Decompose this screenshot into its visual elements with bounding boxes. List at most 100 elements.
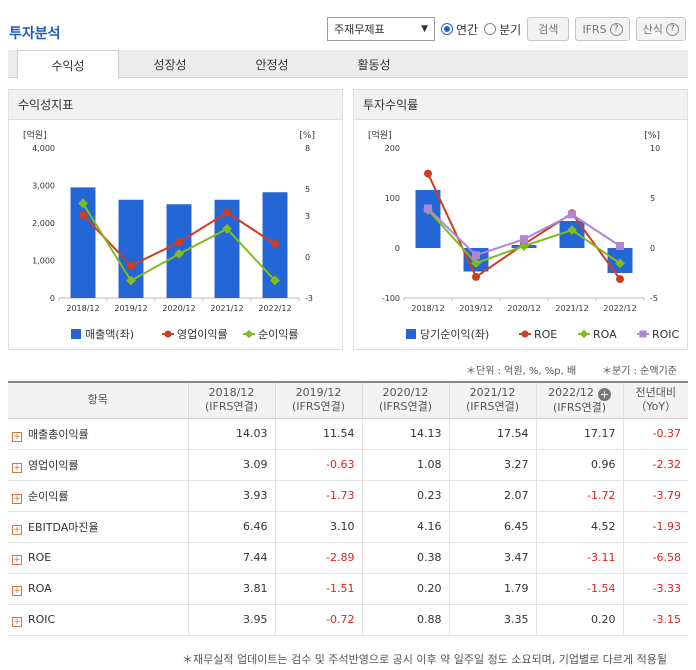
legend-label: 영업이익률 — [177, 328, 228, 341]
series-point — [222, 223, 232, 234]
yoy-cell: -2.32 — [622, 449, 688, 481]
row-label[interactable]: + 순이익률 — [8, 480, 188, 512]
table-row: + 영업이익률 3.09 -0.63 1.08 3.27 0.96 -2.32 — [8, 449, 688, 481]
profitability-table: 항목 2018/12 (IFRS연결) 2019/12 (IFRS연결) 2020/… — [8, 381, 688, 636]
expand-icon[interactable]: + — [12, 616, 22, 627]
legend-label: ROA — [593, 328, 617, 341]
table-cell: 3.81 — [187, 573, 275, 605]
yoy-cell: -3.79 — [622, 480, 688, 512]
table-cell: 0.96 — [535, 449, 623, 481]
panel-title: 투자수익률 — [354, 90, 687, 120]
legend-marker — [244, 329, 254, 339]
y-right-tick: -3 — [305, 294, 313, 303]
expand-icon[interactable]: + — [12, 585, 22, 596]
table-row: + ROIC 3.95 -0.72 0.88 3.35 0.20 -3.15 — [8, 604, 688, 636]
x-tick-label: 2021/12 — [210, 304, 243, 313]
row-label[interactable]: + 영업이익률 — [8, 449, 188, 481]
ifrs-button[interactable]: IFRS ? — [575, 17, 630, 41]
series-point — [472, 272, 480, 281]
statement-select-value: 주재무제표 — [334, 23, 385, 36]
statement-select[interactable]: 주재무제표 ▼ — [327, 17, 435, 41]
header-period: 2022/12 + (IFRS연결) — [535, 381, 623, 419]
x-tick-label: 2021/12 — [555, 304, 588, 313]
chart-legend: 당기순이익(좌) ROE ROA ROIC — [406, 328, 680, 341]
legend-label: ROE — [534, 328, 557, 341]
row-label[interactable]: + ROIC — [8, 604, 188, 636]
series-point — [270, 275, 280, 286]
radio-quarter-label: 분기 — [499, 22, 522, 37]
expand-icon[interactable]: + — [12, 462, 22, 473]
table-cell: -0.63 — [274, 449, 362, 481]
yoy-cell: -6.58 — [622, 542, 688, 574]
series-point — [271, 240, 279, 248]
table-cell: 1.79 — [448, 573, 536, 605]
y-left-tick: 1,000 — [32, 257, 55, 266]
profitability-chart: [억원] [%] 0 1,000 2,000 3,000 4,000 -3 0 3 5 8 2018/1… — [23, 129, 315, 341]
table-cell: 3.35 — [448, 604, 536, 636]
table-cell: 11.54 — [274, 418, 362, 450]
table-cell: -1.73 — [274, 480, 362, 512]
radio-off-icon — [484, 23, 497, 35]
formula-button[interactable]: 산식 ? — [635, 17, 686, 41]
table-cell: -1.54 — [535, 573, 623, 605]
row-label[interactable]: + ROE — [8, 542, 188, 574]
y-right-tick: -5 — [650, 294, 658, 303]
tab-growth[interactable]: 성장성 — [153, 57, 187, 72]
table-cell: 3.09 — [187, 449, 275, 481]
legend-label: 순이익률 — [258, 328, 298, 341]
ifrs-label: IFRS — [582, 22, 607, 36]
expand-icon[interactable]: + — [12, 493, 22, 504]
expand-icon[interactable]: + — [12, 554, 22, 565]
y-left-tick: 200 — [385, 144, 400, 153]
y-right-tick: 0 — [305, 253, 310, 262]
yoy-cell: -0.37 — [622, 418, 688, 450]
x-tick-label: 2019/12 — [459, 304, 492, 313]
unit-right-label: [%] — [299, 131, 315, 141]
search-button[interactable]: 검색 — [527, 17, 570, 41]
x-tick-label: 2018/12 — [66, 304, 99, 313]
y-right-tick: 8 — [305, 144, 310, 153]
table-cell: 3.95 — [187, 604, 275, 636]
tab-profitability[interactable]: 수익성 — [17, 50, 119, 79]
return-chart: [억원] [%] -100 0 100 200 -5 0 5 10 2018/12 2019/12 20… — [368, 129, 680, 341]
series-point — [424, 204, 432, 213]
table-cell: 1.08 — [361, 449, 449, 481]
series-point — [616, 242, 624, 250]
table-cell: -3.11 — [535, 542, 623, 574]
header-period: 2019/12 (IFRS연결) — [274, 381, 362, 419]
plus-circle-icon[interactable]: + — [597, 387, 611, 401]
table-cell: 7.44 — [187, 542, 275, 574]
row-label[interactable]: + ROA — [8, 573, 188, 605]
expand-icon[interactable]: + — [12, 524, 22, 535]
legend-marker — [639, 330, 647, 338]
tab-stability[interactable]: 안정성 — [255, 57, 289, 72]
tab-bar: 수익성 성장성 안정성 활동성 — [8, 50, 688, 79]
row-label[interactable]: + 매출총이익률 — [8, 418, 188, 450]
tab-activity[interactable]: 활동성 — [357, 57, 391, 72]
y-left-tick: 3,000 — [32, 182, 55, 191]
radio-annual[interactable]: 연간 — [441, 21, 478, 38]
table-cell: 6.45 — [448, 511, 536, 543]
row-label[interactable]: + EBITDA마진율 — [8, 511, 188, 543]
profitability-chart-panel: 수익성지표 [억원] [%] 0 1,000 2,000 3,000 4,000 -3 0 3 5 8… — [8, 89, 343, 350]
radio-quarter[interactable]: 분기 — [484, 21, 521, 38]
table-cell: 0.38 — [361, 542, 449, 574]
table-row: + ROE 7.44 -2.89 0.38 3.47 -3.11 -6.58 — [8, 542, 688, 574]
table-row: + 순이익률 3.93 -1.73 0.23 2.07 -1.72 -3.79 — [8, 480, 688, 512]
units-note: ＊단위 : 억원, %, %p, 배 — [466, 366, 577, 377]
series-point — [568, 210, 576, 219]
series-point — [567, 225, 577, 236]
table-cell: 4.52 — [535, 511, 623, 543]
y-right-tick: 5 — [650, 194, 655, 203]
expand-icon[interactable]: + — [12, 431, 22, 442]
legend-marker — [164, 330, 172, 338]
series-point — [223, 208, 231, 217]
table-row: + EBITDA마진율 6.46 3.10 4.16 6.45 4.52 -1.93 — [8, 511, 688, 543]
formula-label: 산식 — [642, 23, 663, 36]
unit-left-label: [억원] — [23, 129, 47, 141]
legend-marker — [521, 330, 529, 338]
chart-legend: 매출액(좌) 영업이익률 순이익률 — [71, 328, 298, 341]
return-chart-panel: 투자수익률 [억원] [%] -100 0 100 200 -5 0 5 10 2018/12 201… — [353, 89, 688, 350]
chevron-down-icon: ▼ — [421, 24, 428, 34]
toolbar: 주재무제표 ▼ 연간 분기 검색 IFRS ? 산식 ? — [327, 17, 686, 41]
